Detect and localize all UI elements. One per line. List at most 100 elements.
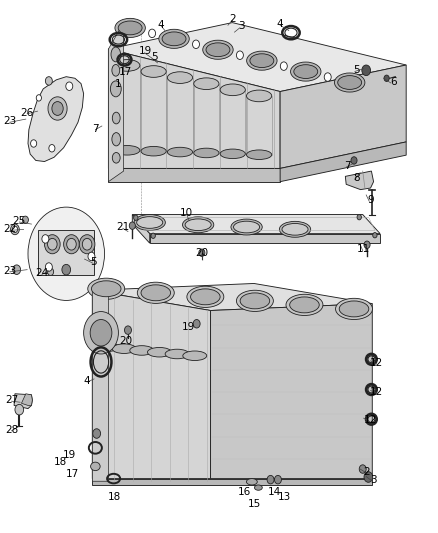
- Circle shape: [148, 29, 155, 38]
- Text: 15: 15: [247, 498, 261, 508]
- Text: 11: 11: [357, 244, 370, 254]
- Ellipse shape: [88, 278, 125, 300]
- Circle shape: [275, 475, 282, 484]
- Ellipse shape: [91, 462, 100, 471]
- Text: 4: 4: [277, 19, 283, 29]
- Text: 25: 25: [13, 216, 26, 226]
- Ellipse shape: [115, 60, 140, 71]
- Circle shape: [62, 264, 71, 275]
- Polygon shape: [109, 22, 406, 92]
- Circle shape: [351, 157, 357, 164]
- Polygon shape: [92, 284, 372, 311]
- Circle shape: [64, 235, 79, 254]
- Text: 7: 7: [92, 124, 99, 134]
- Text: 6: 6: [390, 77, 396, 87]
- Text: 12: 12: [364, 415, 377, 425]
- Circle shape: [67, 238, 76, 250]
- Circle shape: [193, 319, 200, 328]
- Circle shape: [12, 226, 18, 232]
- Polygon shape: [38, 230, 95, 275]
- Circle shape: [15, 405, 24, 415]
- Circle shape: [124, 326, 131, 334]
- Text: 23: 23: [3, 116, 16, 126]
- Ellipse shape: [134, 215, 166, 230]
- Ellipse shape: [247, 51, 277, 70]
- Circle shape: [134, 215, 138, 220]
- Circle shape: [46, 77, 52, 85]
- Ellipse shape: [112, 133, 120, 146]
- Ellipse shape: [254, 485, 262, 490]
- Text: 22: 22: [3, 224, 16, 235]
- Circle shape: [13, 265, 21, 274]
- Text: 20: 20: [195, 248, 208, 259]
- Ellipse shape: [191, 289, 220, 305]
- Ellipse shape: [233, 221, 260, 233]
- Ellipse shape: [290, 62, 321, 81]
- Text: 3: 3: [238, 21, 244, 31]
- Polygon shape: [132, 215, 380, 233]
- Text: 23: 23: [3, 266, 16, 276]
- Polygon shape: [28, 77, 84, 161]
- Ellipse shape: [115, 146, 140, 155]
- Ellipse shape: [112, 64, 120, 76]
- Circle shape: [384, 75, 389, 82]
- Text: 5: 5: [353, 66, 360, 75]
- Ellipse shape: [250, 54, 274, 68]
- Ellipse shape: [286, 294, 323, 316]
- Polygon shape: [150, 233, 380, 243]
- Circle shape: [199, 249, 205, 256]
- Text: 3: 3: [370, 475, 377, 485]
- Polygon shape: [14, 394, 32, 409]
- Circle shape: [36, 95, 42, 101]
- Circle shape: [93, 429, 101, 438]
- Circle shape: [237, 51, 244, 60]
- Text: 19: 19: [139, 46, 152, 56]
- Circle shape: [28, 207, 105, 301]
- Circle shape: [84, 312, 118, 354]
- Text: 26: 26: [21, 108, 34, 118]
- Ellipse shape: [159, 29, 189, 49]
- Text: 4: 4: [157, 20, 164, 30]
- Polygon shape: [345, 171, 374, 190]
- Ellipse shape: [247, 150, 272, 159]
- Ellipse shape: [183, 217, 214, 233]
- Polygon shape: [109, 168, 280, 182]
- Ellipse shape: [220, 149, 245, 159]
- Ellipse shape: [137, 216, 163, 228]
- Ellipse shape: [141, 66, 166, 77]
- Ellipse shape: [95, 342, 118, 352]
- Ellipse shape: [130, 346, 154, 355]
- Circle shape: [46, 263, 52, 271]
- Ellipse shape: [240, 293, 270, 309]
- Ellipse shape: [279, 221, 311, 237]
- Text: 17: 17: [119, 68, 132, 77]
- Text: 10: 10: [180, 208, 193, 219]
- Text: 17: 17: [66, 470, 79, 479]
- Ellipse shape: [206, 43, 230, 56]
- Ellipse shape: [115, 18, 145, 37]
- Polygon shape: [109, 22, 124, 182]
- Text: 28: 28: [5, 425, 18, 435]
- Circle shape: [42, 235, 49, 243]
- Text: 19: 19: [63, 450, 76, 460]
- Circle shape: [193, 40, 199, 49]
- Ellipse shape: [237, 290, 273, 311]
- Polygon shape: [280, 65, 406, 168]
- Polygon shape: [132, 215, 150, 243]
- Polygon shape: [92, 290, 211, 479]
- Text: 18: 18: [54, 457, 67, 466]
- Text: 7: 7: [344, 161, 351, 171]
- Text: 2: 2: [364, 467, 371, 477]
- Circle shape: [48, 268, 53, 276]
- Circle shape: [324, 73, 331, 82]
- Circle shape: [31, 140, 37, 147]
- Polygon shape: [211, 304, 372, 479]
- Ellipse shape: [185, 219, 211, 231]
- Ellipse shape: [247, 479, 257, 485]
- Ellipse shape: [247, 90, 272, 102]
- Polygon shape: [109, 49, 280, 168]
- Polygon shape: [92, 479, 372, 485]
- Ellipse shape: [282, 223, 308, 235]
- Circle shape: [280, 62, 287, 70]
- Ellipse shape: [148, 348, 171, 357]
